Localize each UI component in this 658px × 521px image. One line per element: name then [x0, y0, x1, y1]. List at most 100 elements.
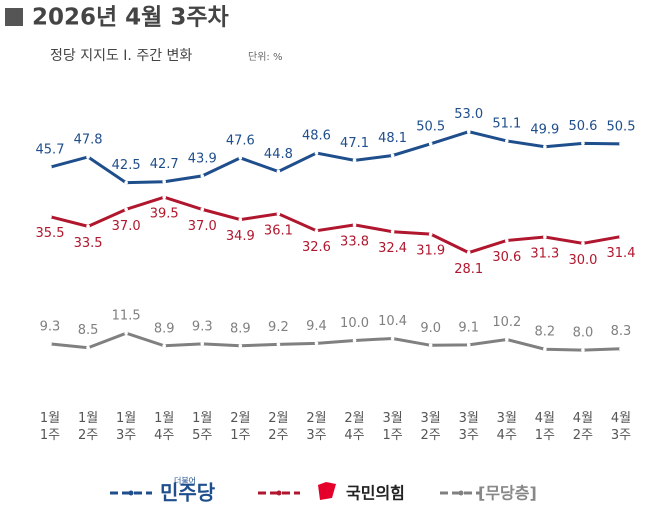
point: [581, 141, 585, 146]
value-label: 36.1: [264, 223, 293, 238]
value-label: 50.6: [568, 119, 597, 134]
point: [543, 235, 547, 239]
value-label: 45.7: [36, 143, 65, 158]
point: [124, 331, 128, 335]
value-label: 9.1: [458, 320, 479, 335]
value-label: 9.3: [192, 319, 213, 334]
point: [466, 129, 471, 134]
value-label: 31.9: [416, 244, 445, 259]
point: [314, 228, 319, 233]
point: [162, 195, 166, 200]
party-logo: [318, 482, 336, 500]
x-tick-label: 3월 3주: [458, 411, 479, 443]
value-label: 10.0: [340, 316, 369, 331]
value-label: 8.3: [611, 324, 632, 339]
value-label: 47.8: [74, 132, 103, 147]
value-label: 34.9: [226, 229, 255, 244]
x-tick-label: 3월 1주: [382, 411, 403, 443]
point: [276, 211, 281, 216]
point: [352, 223, 357, 227]
legend-dot: [458, 490, 464, 496]
chart-title: 2026년 4월 3주차: [32, 5, 229, 31]
point: [505, 238, 509, 243]
point: [352, 338, 357, 343]
point: [505, 139, 509, 143]
point: [48, 214, 52, 219]
point: [390, 229, 395, 234]
value-label: 30.0: [568, 253, 597, 268]
point: [200, 174, 205, 178]
point: [466, 250, 471, 255]
value-label: 8.9: [230, 321, 251, 336]
value-label: 10.4: [378, 314, 407, 329]
value-label: 37.0: [112, 219, 141, 234]
value-label: 8.2: [535, 325, 556, 340]
point: [276, 342, 281, 347]
value-label: 32.6: [302, 240, 331, 255]
value-label: 48.1: [378, 131, 407, 146]
value-label: 9.0: [420, 321, 441, 336]
value-label: 35.5: [36, 226, 65, 241]
value-label: 43.9: [188, 151, 217, 166]
point: [314, 341, 319, 346]
x-tick-label: 4월 3주: [610, 411, 632, 443]
legend-dot: [276, 490, 282, 496]
value-label: 33.8: [340, 234, 369, 249]
point: [276, 169, 281, 174]
point: [124, 180, 128, 185]
x-tick-label: 2월 4주: [344, 411, 365, 443]
point: [428, 343, 433, 348]
point: [238, 217, 243, 222]
series-line: [49, 130, 622, 185]
x-tick-label: 3월 4주: [496, 411, 517, 443]
point: [619, 234, 623, 239]
value-label: 9.4: [306, 319, 327, 334]
point: [543, 347, 547, 351]
legend-label: 국민의힘: [346, 484, 405, 503]
x-tick-label: 3월 2주: [420, 411, 441, 443]
value-label: 39.5: [150, 207, 179, 222]
point: [48, 342, 52, 346]
value-label: 50.5: [607, 119, 636, 134]
point: [200, 342, 205, 346]
value-label: 51.1: [492, 116, 521, 131]
value-label: 33.5: [74, 236, 103, 251]
legend-label: [무당층]: [478, 484, 537, 503]
value-label: 10.2: [492, 315, 521, 330]
value-label: 32.4: [378, 241, 407, 256]
series-line: [49, 195, 622, 255]
legend-dot: [128, 490, 134, 496]
legend-label: 민주당: [160, 481, 216, 505]
point: [428, 232, 433, 236]
point: [466, 343, 471, 347]
point: [428, 142, 433, 146]
value-label: 47.1: [340, 136, 369, 151]
x-tick-label: 1월 5주: [192, 411, 213, 443]
value-label: 30.6: [492, 250, 521, 265]
point: [48, 165, 52, 169]
subtitle: 정당 지지도 Ⅰ. 주간 변화: [50, 48, 192, 64]
value-label: 31.4: [607, 246, 636, 261]
value-label: 49.9: [530, 122, 559, 137]
point: [86, 224, 90, 229]
x-tick-label: 1월 3주: [116, 411, 137, 443]
value-label: 28.1: [454, 262, 483, 277]
x-tick-label: 2월 2주: [268, 411, 289, 443]
value-label: 50.5: [416, 119, 445, 134]
x-tick-label: 2월 3주: [306, 411, 327, 443]
value-label: 48.6: [302, 129, 331, 144]
point: [86, 345, 90, 350]
point: [238, 156, 243, 160]
point: [162, 343, 166, 348]
title-icon: [5, 8, 23, 26]
value-label: 44.8: [264, 147, 293, 162]
point: [390, 153, 395, 158]
value-label: 42.5: [112, 158, 141, 173]
x-tick-label: 4월 1주: [534, 411, 555, 443]
value-label: 37.0: [188, 219, 217, 234]
point: [581, 241, 585, 246]
value-label: 9.3: [40, 319, 61, 334]
point: [314, 151, 319, 155]
